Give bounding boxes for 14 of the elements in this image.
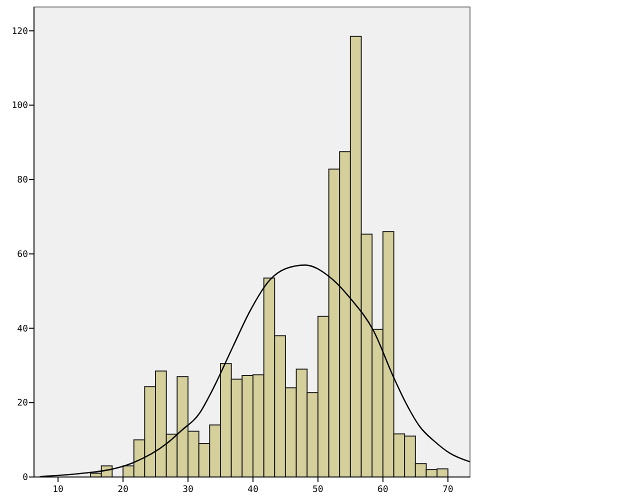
y-tick-label: 80 <box>17 176 28 186</box>
y-tick-label: 60 <box>17 250 28 260</box>
y-tick-label: 0 <box>22 473 28 483</box>
x-tick-label: 60 <box>378 485 388 495</box>
x-tick-label: 70 <box>442 485 454 495</box>
y-tick-label: 100 <box>12 101 28 112</box>
x-tick-label: 50 <box>312 485 324 495</box>
x-tick-label: 10 <box>52 485 64 495</box>
y-tick-label: 120 <box>12 26 28 37</box>
x-tick-label: 20 <box>118 485 128 495</box>
x-tick-label: 40 <box>248 485 258 495</box>
y-tick-label: 20 <box>17 398 28 409</box>
y-tick-label: 40 <box>17 324 28 334</box>
x-tick-label: 30 <box>182 485 194 495</box>
